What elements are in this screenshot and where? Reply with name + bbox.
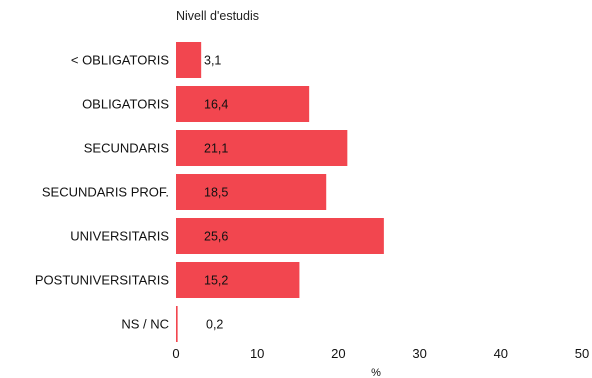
category-label: < OBLIGATORIS [71,53,169,68]
x-tick-label: 20 [331,346,345,361]
category-label: POSTUNIVERSITARIS [35,273,169,288]
bar [176,218,384,254]
category-label: UNIVERSITARIS [70,229,169,244]
category-label: OBLIGATORIS [82,97,169,112]
x-axis-label: % [371,367,381,378]
x-tick-label: 10 [250,346,264,361]
category-label: SECUNDARIS [84,141,170,156]
category-label: SECUNDARIS PROF. [42,185,169,200]
x-tick-label: 0 [172,346,179,361]
data-label: 16,4 [204,98,228,112]
bar [176,262,300,298]
data-label: 15,2 [204,274,228,288]
data-label: 18,5 [204,186,228,200]
data-label: 3,1 [204,54,221,68]
x-tick-label: 50 [575,346,589,361]
x-tick-label: 40 [494,346,508,361]
bar [176,174,327,210]
data-label: 25,6 [204,230,228,244]
category-label: NS / NC [121,317,169,332]
bar [176,42,202,78]
data-label: 21,1 [204,142,228,156]
bar [176,130,348,166]
chart-title: Nivell d'estudis [176,9,259,23]
data-label: 0,2 [206,318,223,332]
x-tick-label: 30 [412,346,426,361]
bar [176,306,178,342]
bar [176,86,310,122]
